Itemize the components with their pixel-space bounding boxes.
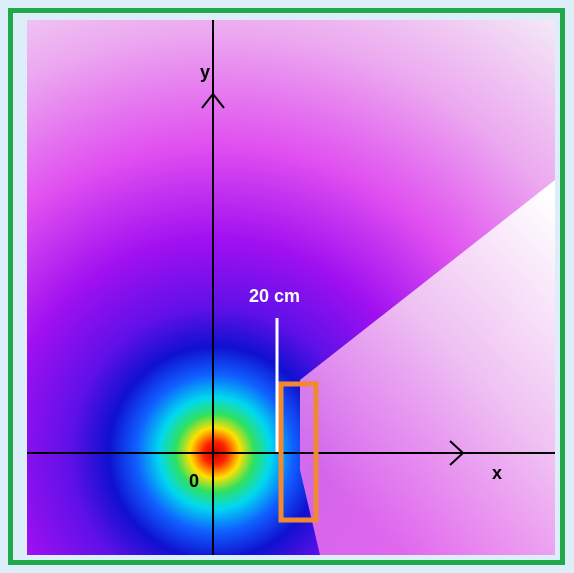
distance-label: 20 cm [249, 286, 300, 306]
y-label: y [200, 62, 210, 82]
page: y x 0 20 cm (() => { const data = JSON.p… [0, 0, 574, 573]
origin-label: 0 [189, 471, 199, 491]
figure: y x 0 20 cm [0, 0, 574, 573]
x-label: x [492, 463, 502, 483]
